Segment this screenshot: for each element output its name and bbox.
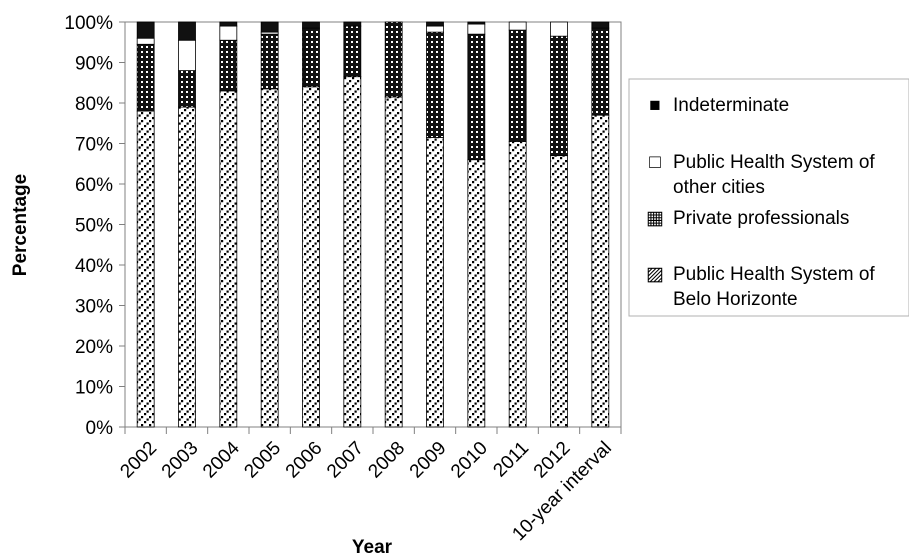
legend-label: Public Health System of	[673, 264, 875, 285]
bar-segment	[550, 35, 568, 157]
y-tick-label: 100%	[64, 13, 113, 34]
legend-label: Private professionals	[673, 208, 849, 229]
x-tick-label: 2010	[447, 438, 492, 483]
bar-segment	[302, 21, 320, 29]
y-tick-label: 60%	[75, 175, 113, 196]
bar-segment	[508, 29, 527, 142]
y-tick-label: 20%	[75, 337, 113, 358]
y-tick-label: 0%	[86, 418, 114, 439]
bar-segment	[508, 21, 527, 31]
legend-marker-icon: ▨	[646, 264, 664, 285]
bar-segment	[136, 43, 155, 112]
legend-frame	[628, 78, 909, 317]
legend-marker-icon: ▦	[646, 208, 664, 229]
bar-segment	[178, 21, 196, 41]
bar-segment	[178, 39, 196, 71]
y-tick-label: 50%	[75, 216, 113, 237]
legend-marker-icon: □	[649, 152, 661, 173]
legend-label: other cities	[673, 177, 765, 198]
y-tick-label: 70%	[75, 135, 113, 156]
bar-segment	[384, 21, 403, 98]
bar-segment	[467, 33, 486, 161]
bar-segment	[591, 114, 610, 428]
bar-segment	[550, 21, 568, 37]
x-tick-label: 2003	[158, 438, 203, 483]
plot-frame	[124, 21, 622, 428]
bar-segment	[591, 27, 610, 116]
y-axis-title: Percentage	[10, 174, 31, 276]
y-tick-label: 90%	[75, 54, 113, 75]
legend-marker-icon: ■	[649, 95, 660, 116]
bar-segment	[550, 155, 568, 428]
x-tick-label: 2005	[240, 438, 285, 483]
x-tick-label: 2004	[199, 437, 244, 482]
bar-segment	[384, 96, 403, 428]
bars	[136, 21, 610, 428]
bar-segment	[343, 25, 362, 78]
x-tick-label: 2008	[364, 438, 409, 483]
bar-segment	[467, 23, 486, 35]
x-tick-label: 2007	[323, 438, 368, 483]
y-tick-label: 80%	[75, 94, 113, 115]
bar-segment	[219, 90, 238, 428]
x-axis: 2002200320042005200620072008200920102011…	[116, 427, 622, 545]
bar-segment	[426, 25, 444, 33]
bar-segment	[136, 37, 155, 45]
plot-area	[124, 21, 622, 428]
bar-segment	[302, 86, 320, 428]
bar-segment	[343, 21, 362, 27]
bar-segment	[426, 31, 444, 138]
bar-segment	[260, 88, 279, 428]
bar-segment	[219, 39, 238, 92]
bar-segment	[467, 21, 486, 25]
bar-segment	[591, 21, 610, 29]
bar-segment	[178, 70, 196, 108]
bar-segment	[343, 76, 362, 428]
y-tick-label: 40%	[75, 256, 113, 277]
x-tick-label: 2002	[116, 438, 161, 483]
bar-segment	[467, 159, 486, 428]
x-axis-title: Year	[352, 537, 393, 558]
bar-segment	[426, 21, 444, 27]
x-tick-label: 2006	[282, 438, 327, 483]
legend-label: Public Health System of	[673, 152, 875, 173]
legend-label: Belo Horizonte	[673, 289, 798, 310]
bar-segment	[219, 25, 238, 41]
y-tick-label: 30%	[75, 297, 113, 318]
bar-segment	[178, 106, 196, 428]
bar-segment	[302, 27, 320, 88]
bar-segment	[219, 21, 238, 27]
bar-segment	[136, 21, 155, 39]
bar-segment	[508, 141, 527, 428]
bar-segment	[260, 21, 279, 33]
bar-segment	[426, 137, 444, 428]
x-tick-label: 2009	[406, 438, 451, 483]
legend: ■ Indeterminate □ Public Health System of ot…	[628, 78, 909, 317]
legend-label: Indeterminate	[673, 95, 789, 116]
x-tick-label: 2011	[489, 438, 533, 482]
y-tick-label: 10%	[75, 378, 113, 399]
bar-segment	[136, 110, 155, 428]
bar-segment	[260, 33, 279, 90]
y-axis: 0% 10% 20% 30% 40% 50% 60% 70% 80% 90% 100%	[64, 13, 125, 439]
